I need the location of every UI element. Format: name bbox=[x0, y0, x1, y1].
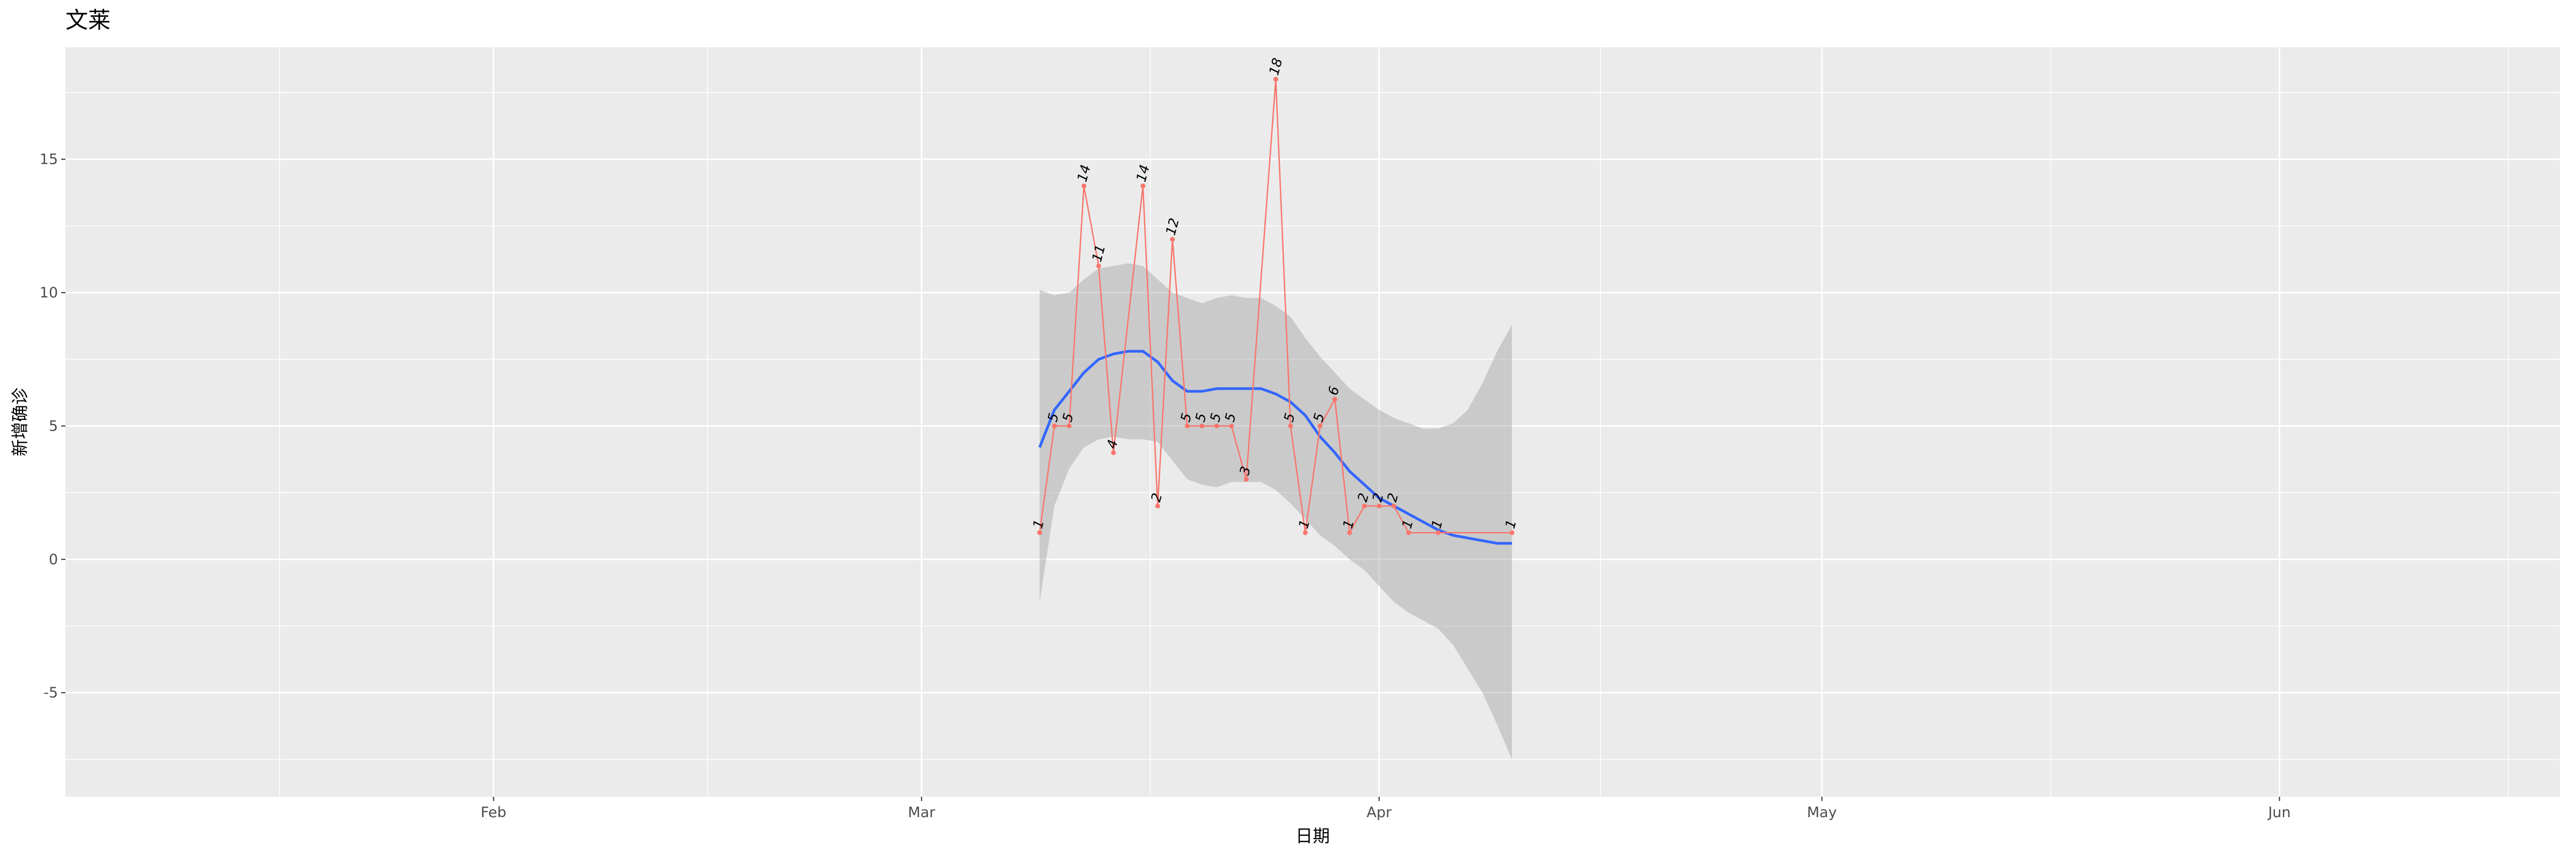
plot-panel bbox=[65, 47, 2560, 797]
smooth-line bbox=[1038, 350, 1512, 545]
data-point bbox=[1362, 503, 1367, 508]
data-point bbox=[1436, 530, 1441, 535]
y-tick-label: -5 bbox=[43, 685, 58, 701]
data-point bbox=[1052, 423, 1057, 428]
confidence-band-area bbox=[1040, 263, 1512, 760]
data-point bbox=[1347, 530, 1352, 535]
y-axis: -5 0 5 10 15 bbox=[40, 151, 65, 701]
data-point bbox=[1066, 423, 1072, 428]
data-label: 5 bbox=[1311, 411, 1328, 424]
data-point bbox=[1243, 477, 1249, 482]
series-polyline bbox=[1038, 79, 1512, 535]
data-point bbox=[1140, 183, 1146, 188]
data-label: 1 bbox=[1030, 518, 1047, 530]
data-point bbox=[1229, 423, 1234, 428]
data-point bbox=[1214, 423, 1219, 428]
y-tick-label: 5 bbox=[49, 418, 58, 434]
data-point bbox=[1184, 423, 1190, 428]
confidence-band bbox=[1040, 263, 1512, 760]
data-label: 2 bbox=[1370, 491, 1387, 504]
y-tick-label: 0 bbox=[49, 551, 58, 568]
data-label: 6 bbox=[1325, 384, 1342, 397]
x-tick-label: Mar bbox=[908, 804, 936, 821]
y-axis-title: 新增确诊 bbox=[10, 388, 30, 456]
data-label: 5 bbox=[1044, 411, 1062, 424]
data-point bbox=[1199, 423, 1205, 428]
data-point bbox=[1081, 183, 1087, 188]
data-label: 5 bbox=[1059, 411, 1077, 424]
data-label: 2 bbox=[1355, 491, 1372, 504]
smooth-curve bbox=[1038, 350, 1512, 545]
y-tick-label: 10 bbox=[40, 285, 58, 301]
data-label: 5 bbox=[1222, 411, 1239, 424]
data-point bbox=[1111, 450, 1116, 455]
data-point bbox=[1318, 423, 1323, 428]
data-label: 1 bbox=[1502, 518, 1519, 530]
x-axis-title: 日期 bbox=[1296, 826, 1330, 846]
data-points bbox=[1037, 77, 1514, 535]
data-label: 1 bbox=[1429, 518, 1446, 530]
data-label: 2 bbox=[1148, 491, 1165, 504]
x-tick-label: Apr bbox=[1366, 804, 1392, 821]
data-label: 1 bbox=[1296, 518, 1313, 530]
chart-title: 文莱 bbox=[65, 7, 111, 33]
data-point bbox=[1391, 503, 1396, 508]
data-point bbox=[1406, 530, 1411, 535]
data-label: 1 bbox=[1399, 518, 1416, 530]
data-point bbox=[1288, 423, 1293, 428]
x-tick-label: Feb bbox=[481, 804, 507, 821]
grid-minor bbox=[65, 47, 2560, 797]
data-label: 5 bbox=[1281, 411, 1298, 424]
series-line bbox=[1038, 79, 1512, 535]
data-point bbox=[1302, 530, 1308, 535]
x-tick-label: Jun bbox=[2267, 804, 2290, 821]
data-label: 5 bbox=[1177, 411, 1195, 424]
data-point bbox=[1170, 237, 1175, 242]
data-label: 5 bbox=[1192, 411, 1210, 424]
data-label: 4 bbox=[1103, 438, 1121, 450]
grid-major bbox=[65, 47, 2560, 797]
data-point bbox=[1509, 530, 1514, 535]
x-tick-label: May bbox=[1807, 804, 1837, 821]
data-label: 3 bbox=[1236, 464, 1254, 477]
data-point bbox=[1273, 77, 1278, 82]
data-label: 5 bbox=[1207, 411, 1224, 424]
data-point bbox=[1096, 263, 1101, 268]
data-label: 1 bbox=[1340, 518, 1357, 530]
data-point bbox=[1377, 503, 1382, 508]
x-axis: Feb Mar Apr May Jun bbox=[481, 797, 2291, 821]
y-tick-label: 15 bbox=[40, 151, 58, 168]
data-point bbox=[1155, 503, 1160, 508]
data-label: 2 bbox=[1384, 491, 1401, 504]
data-point bbox=[1332, 397, 1337, 402]
data-point bbox=[1037, 530, 1042, 535]
